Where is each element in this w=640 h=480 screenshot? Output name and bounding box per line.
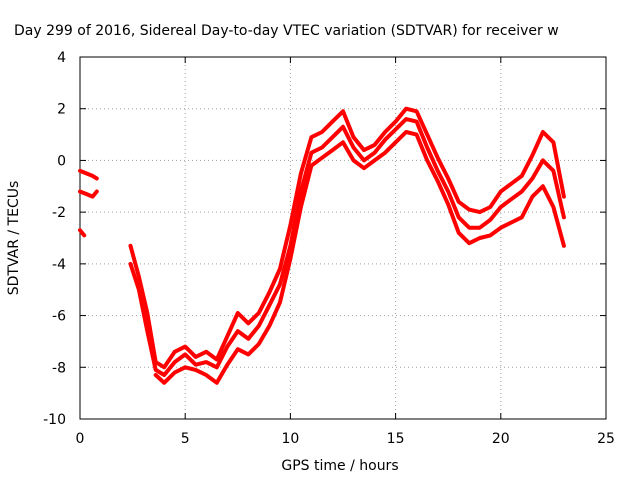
y-tick-label: 0 <box>57 153 66 169</box>
y-tick-label: -8 <box>52 360 66 376</box>
series-line-3 <box>78 228 87 238</box>
series-line-4 <box>128 106 566 370</box>
data-series <box>78 106 566 385</box>
x-tick-label: 25 <box>597 431 615 447</box>
y-tick-label: 2 <box>57 102 66 118</box>
y-axis-label: SDTVAR / TECUs <box>6 181 22 296</box>
y-tick-label: -10 <box>43 412 66 428</box>
y-tick-labels: -10 -8 -6 -4 -2 0 2 4 <box>43 50 66 428</box>
y-tick-label: -4 <box>52 257 66 273</box>
series-line-2 <box>78 189 99 199</box>
y-tick-label: -2 <box>52 205 66 221</box>
x-tick-label: 20 <box>492 431 510 447</box>
series-line-5 <box>128 117 566 377</box>
x-tick-label: 0 <box>76 431 85 447</box>
x-axis-label: GPS time / hours <box>281 458 398 474</box>
series-line-6 <box>153 130 566 385</box>
y-tick-label: 4 <box>57 50 66 66</box>
axis-ticks <box>79 56 607 420</box>
x-tick-labels: 0 5 10 15 20 25 <box>76 431 615 447</box>
x-tick-label: 15 <box>387 431 405 447</box>
x-tick-label: 10 <box>281 431 299 447</box>
y-tick-label: -6 <box>52 309 66 325</box>
series-line-1 <box>78 168 99 181</box>
plot-frame <box>79 56 607 420</box>
x-tick-label: 5 <box>181 431 190 447</box>
chart-title: Day 299 of 2016, Sidereal Day-to-day VTE… <box>14 23 559 39</box>
